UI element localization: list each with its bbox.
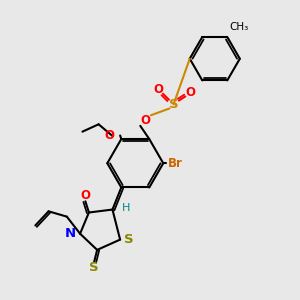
Text: S: S bbox=[124, 233, 134, 246]
Text: S: S bbox=[169, 98, 178, 111]
Text: O: O bbox=[105, 129, 115, 142]
Text: O: O bbox=[153, 82, 163, 95]
Text: N: N bbox=[65, 227, 76, 240]
Text: Br: Br bbox=[168, 157, 182, 170]
Text: S: S bbox=[89, 261, 99, 274]
Text: O: O bbox=[141, 114, 151, 127]
Text: O: O bbox=[186, 86, 196, 99]
Text: CH₃: CH₃ bbox=[230, 22, 249, 32]
Text: H: H bbox=[122, 203, 130, 213]
Text: O: O bbox=[80, 189, 90, 202]
